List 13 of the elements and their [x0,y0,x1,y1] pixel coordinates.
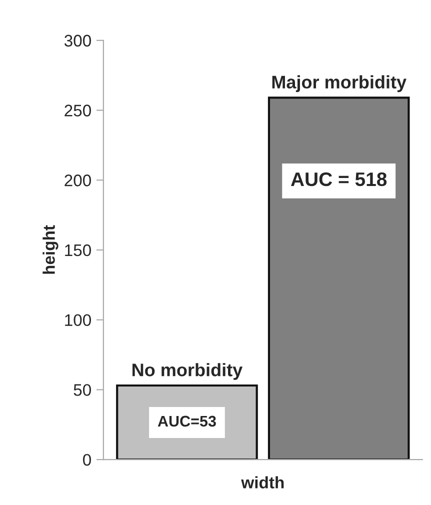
y-tick-label: 300 [64,34,91,47]
y-tick-label: 50 [74,384,91,396]
x-tick-label: No morbidity [132,363,243,380]
annotation: AUC=53 [158,416,216,427]
x-axis-title: width [241,476,284,488]
y-tick-label: 0 [83,454,91,466]
y-tick-label: 150 [65,244,91,256]
annotation: AUC = 518 [290,172,387,186]
x-tick-label: Major morbidity [272,75,406,92]
y-tick-label: 250 [64,104,91,116]
y-tick-label: 200 [64,174,91,186]
y-axis-title: height [42,225,58,274]
y-tick-label: 100 [65,314,91,326]
